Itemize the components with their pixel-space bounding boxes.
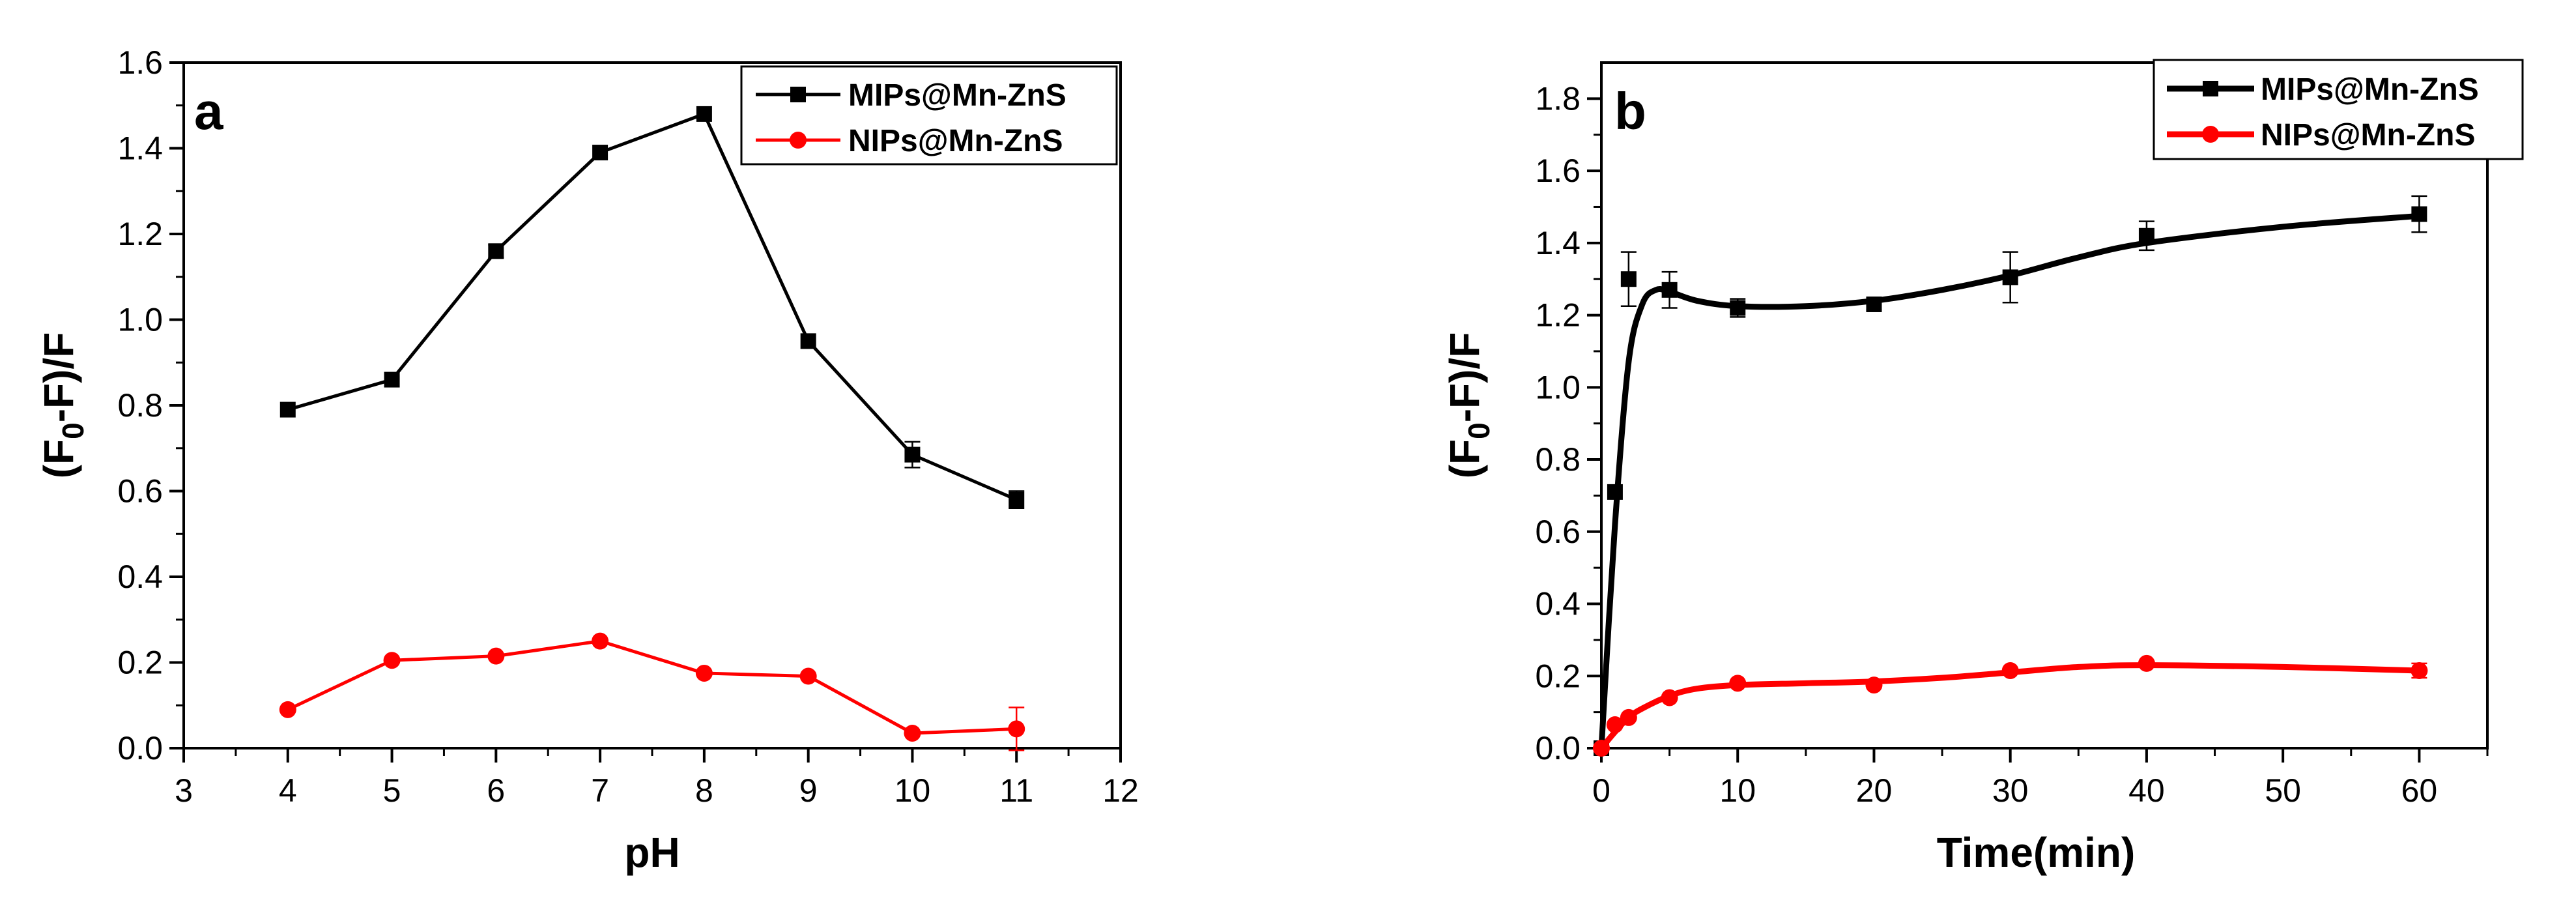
x-tick-label: 10: [1719, 772, 1756, 809]
y-tick-label: 1.2: [117, 216, 163, 252]
panel-b-plot-frame: [1600, 61, 2489, 749]
data-point: [487, 647, 505, 665]
x-tick-label: 7: [591, 772, 609, 809]
data-point: [904, 724, 921, 742]
panel-a-plot-frame: [182, 61, 1122, 749]
panel-a-chart: 3 4 5 6 7 8 9 10 11 12 0.0 0.2 0.4 0.6 0.8 1.0 1.2 1.4 1.6…: [35, 44, 1139, 876]
y-tick-label: 1.6: [1535, 153, 1581, 189]
data-point: [799, 667, 817, 685]
x-tick-label: 20: [1856, 772, 1893, 809]
data-point: [695, 664, 713, 682]
legend-entry: NIPs@Mn-ZnS: [2167, 118, 2475, 153]
data-point: [2002, 269, 2018, 285]
panel-a-x-axis-title: pH: [624, 829, 680, 876]
y-tick-label: 1.4: [1535, 225, 1581, 261]
y-tick-label: 1.6: [117, 44, 163, 81]
y-tick-label: 0.4: [117, 559, 163, 595]
panel-a-label: a: [194, 82, 223, 140]
x-tick-label: 11: [999, 772, 1033, 809]
data-point: [1865, 676, 1883, 694]
legend-entry: MIPs@Mn-ZnS: [756, 78, 1066, 113]
legend-square-marker: [2203, 81, 2218, 96]
x-tick-label: 30: [1992, 772, 2029, 809]
data-point: [1593, 740, 1610, 757]
x-tick-label: 4: [279, 772, 297, 809]
panel-b-y-axis-title: (F0-F)/F: [1441, 332, 1496, 479]
data-point: [904, 446, 921, 463]
x-tick-label: 60: [2401, 772, 2438, 809]
y-tick-label: 0.6: [117, 473, 163, 510]
series-MIPs@Mn-ZnS: [279, 106, 1025, 510]
y-tick-label: 0.2: [1535, 658, 1581, 694]
data-point: [1730, 300, 1746, 316]
y-tick-label: 0.4: [1535, 586, 1581, 622]
legend-circle-marker: [2202, 126, 2219, 143]
y-tick-label: 1.2: [1535, 297, 1581, 334]
data-point: [279, 401, 296, 418]
y-tick-label: 0.8: [117, 387, 163, 424]
data-point: [2411, 206, 2427, 222]
data-point: [2138, 654, 2155, 672]
panel-b-chart: 0 10 20 30 40 50 60 0.0 0.2 0.4 0.6 0.8 1.0 1.2 1.4 1.6…: [1441, 59, 2524, 876]
data-point: [800, 333, 816, 349]
data-point: [1606, 716, 1624, 734]
x-tick-label: 6: [487, 772, 505, 809]
x-tick-label: 8: [695, 772, 713, 809]
series-line: [286, 112, 1018, 502]
y-tick-label: 0.0: [1535, 730, 1581, 766]
legend-label: MIPs@Mn-ZnS: [848, 78, 1066, 113]
y-tick-label: 0.8: [1535, 441, 1581, 478]
data-point: [1620, 708, 1637, 726]
data-point: [2411, 662, 2428, 679]
data-point: [1607, 484, 1623, 500]
legend-entry: NIPs@Mn-ZnS: [756, 124, 1063, 158]
data-point: [2138, 227, 2154, 244]
y-tick-label: 1.4: [117, 130, 163, 167]
data-point: [1661, 689, 1678, 706]
x-tick-label: 40: [2128, 772, 2165, 809]
panel-a-legend: MIPs@Mn-ZnS NIPs@Mn-ZnS: [740, 65, 1118, 166]
legend-square-marker: [790, 87, 806, 102]
x-tick-label: 9: [799, 772, 818, 809]
legend-label: NIPs@Mn-ZnS: [848, 124, 1063, 158]
data-point: [1008, 720, 1025, 738]
x-tick-label: 3: [175, 772, 193, 809]
data-point: [1866, 296, 1882, 312]
data-point: [2001, 662, 2019, 679]
y-tick-label: 0.6: [1535, 514, 1581, 550]
legend-circle-marker: [790, 132, 807, 149]
x-tick-label: 12: [1102, 772, 1139, 809]
panel-a-y-axis-title: (F0-F)/F: [35, 332, 90, 479]
legend-label: NIPs@Mn-ZnS: [2261, 118, 2475, 153]
data-point: [384, 371, 400, 388]
data-point: [1620, 271, 1637, 287]
panel-b-label: b: [1614, 82, 1646, 140]
data-point: [1009, 491, 1025, 508]
data-point: [488, 243, 504, 259]
legend-entry: MIPs@Mn-ZnS: [2167, 72, 2479, 107]
data-point: [383, 652, 401, 669]
series-line: [286, 639, 1018, 735]
data-point: [279, 701, 296, 718]
y-tick-label: 1.0: [117, 302, 163, 338]
y-tick-label: 1.8: [1535, 80, 1581, 117]
y-tick-label: 1.0: [1535, 369, 1581, 405]
data-point: [696, 106, 712, 122]
data-point: [1729, 675, 1747, 692]
data-point: [592, 145, 608, 161]
legend-label: MIPs@Mn-ZnS: [2261, 72, 2479, 107]
x-tick-label: 10: [894, 772, 931, 809]
data-point: [592, 632, 609, 650]
y-tick-label: 0.2: [117, 645, 163, 681]
data-point: [1661, 282, 1678, 298]
x-tick-label: 0: [1592, 772, 1610, 809]
x-tick-label: 5: [383, 772, 401, 809]
series-NIPs@Mn-ZnS: [279, 632, 1025, 751]
y-tick-label: 0.0: [117, 730, 163, 766]
series-NIPs@Mn-ZnS: [1593, 654, 2428, 757]
panel-b-legend: MIPs@Mn-ZnS NIPs@Mn-ZnS: [2153, 59, 2524, 160]
x-tick-label: 50: [2265, 772, 2301, 809]
panel-b-x-axis-title: Time(min): [1937, 829, 2136, 876]
